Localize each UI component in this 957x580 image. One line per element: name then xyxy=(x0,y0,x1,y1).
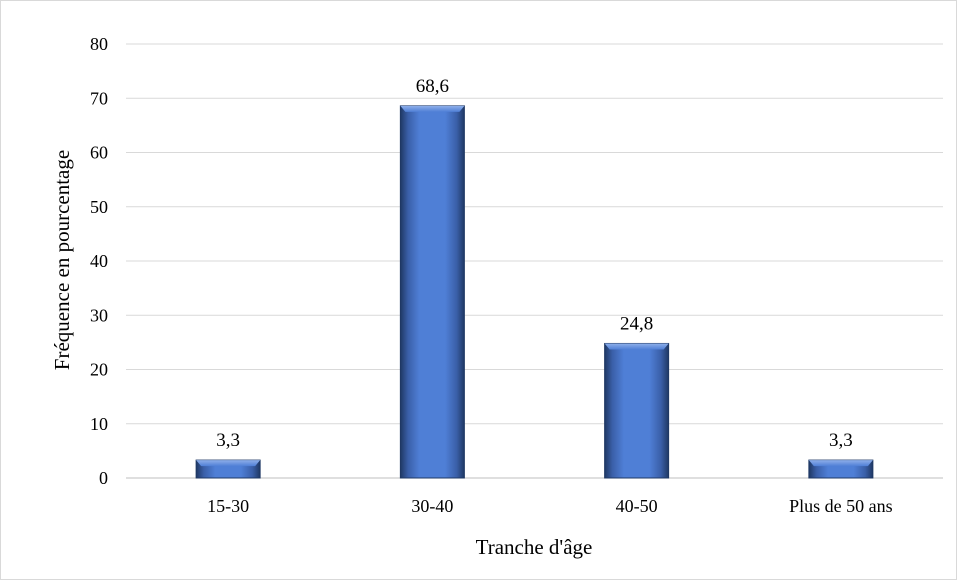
y-axis-title: Fréquence en pourcentage xyxy=(50,150,74,370)
y-tick-label: 70 xyxy=(90,88,108,108)
x-axis-tick-labels: 15-30 30-40 40-50 Plus de 50 ans xyxy=(207,496,893,516)
bar xyxy=(399,105,465,479)
data-label: 68,6 xyxy=(416,76,449,97)
bar-bevel xyxy=(196,460,261,467)
bars xyxy=(195,105,874,479)
y-tick-label: 80 xyxy=(90,34,108,54)
y-tick-label: 60 xyxy=(90,143,108,163)
x-tick-label: 30-40 xyxy=(411,496,453,516)
y-axis-tick-labels: 0 10 20 30 40 50 60 70 80 xyxy=(90,34,108,488)
data-label: 3,3 xyxy=(829,430,853,451)
data-labels: 3,3 68,6 24,8 3,3 xyxy=(216,76,853,451)
bar-bevel xyxy=(400,105,465,112)
x-tick-label: 40-50 xyxy=(616,496,658,516)
x-tick-label: Plus de 50 ans xyxy=(789,496,893,516)
bar xyxy=(195,459,261,479)
data-label: 24,8 xyxy=(620,313,653,334)
y-tick-label: 50 xyxy=(90,197,108,217)
data-label: 3,3 xyxy=(216,430,240,451)
bar xyxy=(604,342,670,479)
y-tick-label: 40 xyxy=(90,251,108,271)
y-tick-label: 20 xyxy=(90,360,108,380)
y-tick-label: 10 xyxy=(90,414,108,434)
x-axis-title: Tranche d'âge xyxy=(476,535,593,559)
x-tick-label: 15-30 xyxy=(207,496,249,516)
bar xyxy=(808,459,874,479)
y-tick-label: 30 xyxy=(90,305,108,325)
gridlines xyxy=(126,43,943,479)
y-tick-label: 0 xyxy=(99,468,108,488)
bar-body xyxy=(604,342,670,479)
bar-bevel xyxy=(808,460,873,467)
bar-bevel xyxy=(604,343,669,350)
bar-body xyxy=(399,105,465,479)
